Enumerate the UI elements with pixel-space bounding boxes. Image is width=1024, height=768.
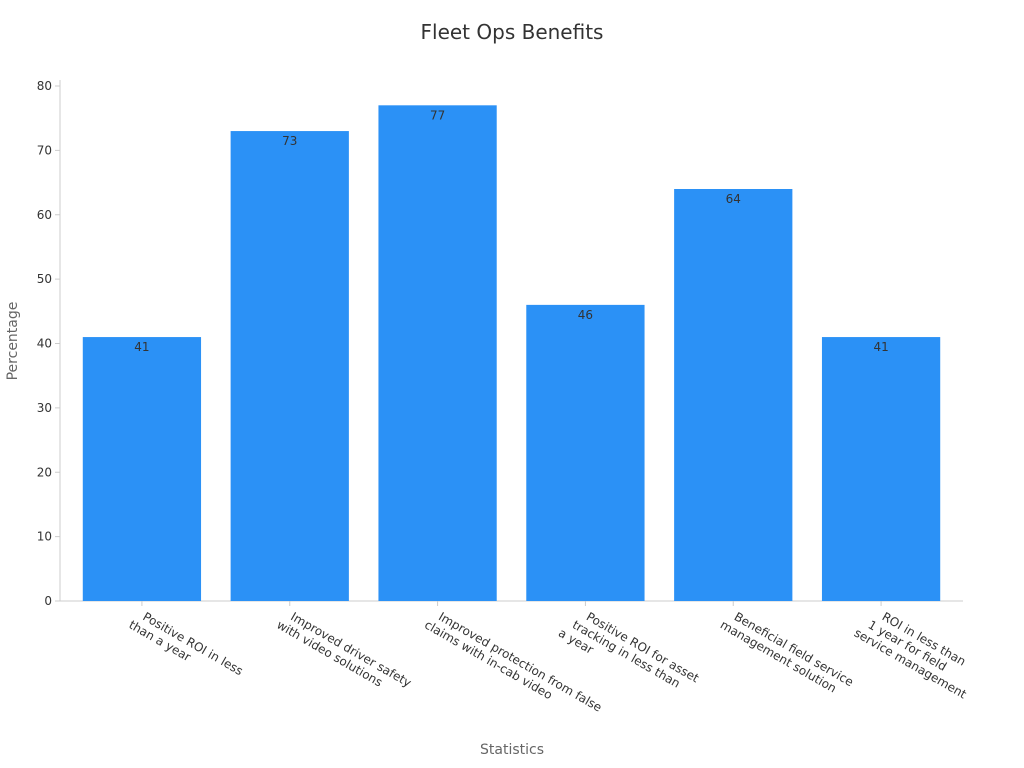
bar (674, 189, 793, 601)
x-tick-label-line: Beneficial field service (732, 609, 856, 689)
y-tick-label: 0 (44, 594, 52, 608)
data-label: 73 (282, 134, 297, 148)
y-tick-label: 10 (37, 530, 52, 544)
bar (230, 131, 349, 601)
bar (82, 337, 202, 601)
x-tick-label-line: claims with in-cab video (422, 618, 555, 703)
y-tick-label: 80 (37, 79, 52, 93)
bar (378, 105, 497, 601)
x-tick-label-line: Improved driver safety (288, 609, 414, 690)
bar (821, 337, 941, 601)
data-label: 77 (430, 108, 445, 122)
y-tick-label: 20 (37, 465, 52, 479)
bars (82, 105, 941, 601)
chart-title: Fleet Ops Benefits (420, 20, 604, 44)
y-tick-label: 40 (37, 337, 52, 351)
data-label: 46 (578, 308, 593, 322)
data-labels: 41 73 77 46 64 41 (134, 108, 888, 354)
bar (526, 304, 645, 601)
y-tick-label: 30 (37, 401, 52, 415)
y-tick-label: 70 (37, 143, 52, 157)
axes: 0 10 20 30 40 50 60 70 80 (37, 79, 963, 608)
data-label: 41 (873, 340, 888, 354)
data-label: 41 (134, 340, 149, 354)
y-tick-label: 50 (37, 272, 52, 286)
y-tick-label: 60 (37, 208, 52, 222)
data-label: 64 (726, 192, 741, 206)
x-axis-title: Statistics (480, 742, 544, 758)
